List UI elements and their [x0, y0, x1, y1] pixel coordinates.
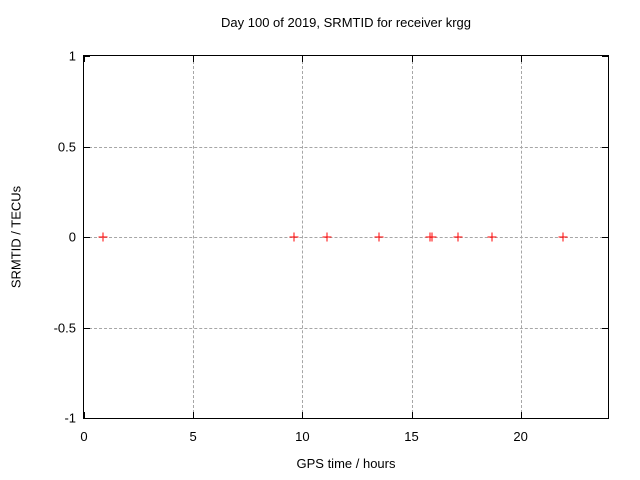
- x-tick-mark-top: [520, 56, 522, 62]
- y-tick-label: -1: [64, 410, 76, 426]
- y-gridline: [84, 327, 608, 329]
- y-gridline: [84, 146, 608, 148]
- y-tick-label: 1: [68, 48, 76, 64]
- x-tick-mark-bottom: [411, 412, 413, 418]
- marker-bar-vertical: [102, 232, 104, 242]
- x-tick-label: 10: [295, 429, 310, 444]
- y-tick-mark-right: [602, 327, 608, 329]
- x-tick-label: 15: [404, 429, 419, 444]
- x-tick-label: 5: [189, 429, 197, 444]
- x-tick-mark-bottom: [520, 412, 522, 418]
- data-point-marker: [427, 232, 437, 242]
- marker-bar-vertical: [457, 232, 459, 242]
- marker-bar-vertical: [562, 232, 564, 242]
- x-tick-mark-bottom: [193, 412, 195, 418]
- marker-bar-vertical: [326, 232, 328, 242]
- data-point-marker: [98, 232, 108, 242]
- x-tick-mark-bottom: [84, 412, 85, 418]
- plot-area: [83, 55, 609, 419]
- marker-bar-vertical: [293, 232, 295, 242]
- data-point-marker: [487, 232, 497, 242]
- data-point-marker: [289, 232, 299, 242]
- y-tick-mark-right: [602, 146, 608, 148]
- y-tick-mark-left: [84, 418, 90, 419]
- y-tick-mark-left: [84, 237, 90, 238]
- x-tick-mark-top: [193, 56, 195, 62]
- y-tick-mark-right: [602, 56, 608, 57]
- data-point-marker: [558, 232, 568, 242]
- y-tick-mark-right: [602, 237, 608, 238]
- y-tick-mark-left: [84, 146, 90, 148]
- y-tick-mark-right: [602, 418, 608, 419]
- y-tick-label: 0.5: [57, 139, 76, 154]
- marker-bar-vertical: [378, 232, 380, 242]
- data-point-marker: [453, 232, 463, 242]
- data-point-marker: [322, 232, 332, 242]
- y-tick-label: 0: [68, 229, 76, 245]
- data-point-marker: [374, 232, 384, 242]
- x-axis-label: GPS time / hours: [296, 456, 396, 471]
- x-tick-mark-bottom: [302, 412, 304, 418]
- y-tick-mark-left: [84, 56, 90, 57]
- chart-title: Day 100 of 2019, SRMTID for receiver krg…: [221, 15, 471, 30]
- x-tick-mark-top: [84, 56, 85, 62]
- y-tick-label: -0.5: [53, 320, 76, 335]
- y-gridline: [84, 237, 608, 238]
- marker-bar-vertical: [491, 232, 493, 242]
- x-tick-label: 20: [513, 429, 528, 444]
- y-tick-mark-left: [84, 327, 90, 329]
- x-tick-label: 0: [80, 429, 88, 444]
- x-tick-mark-top: [302, 56, 304, 62]
- x-tick-mark-top: [411, 56, 413, 62]
- marker-bar-vertical: [431, 232, 433, 242]
